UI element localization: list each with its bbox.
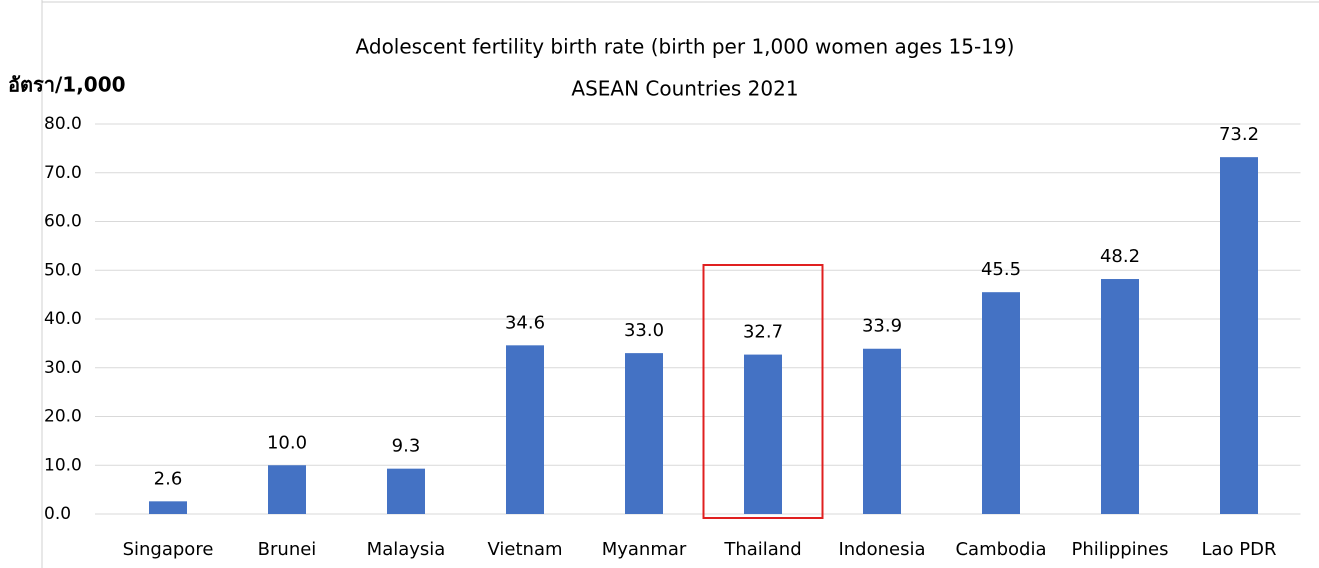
bar bbox=[625, 353, 663, 514]
chart-title: Adolescent fertility birth rate (birth p… bbox=[356, 35, 1015, 59]
value-label: 2.6 bbox=[154, 468, 183, 489]
y-tick-label: 40.0 bbox=[44, 309, 82, 329]
highlight-box bbox=[702, 264, 824, 519]
bar bbox=[863, 348, 901, 514]
bar bbox=[1101, 279, 1139, 514]
bar bbox=[387, 468, 425, 514]
value-label: 33.9 bbox=[862, 316, 902, 337]
y-tick-label: 30.0 bbox=[44, 358, 82, 378]
x-tick-label: Myanmar bbox=[602, 539, 687, 560]
value-label: 32.7 bbox=[743, 322, 783, 343]
y-tick-label: 60.0 bbox=[44, 212, 82, 232]
x-tick-label: Lao PDR bbox=[1201, 539, 1276, 560]
bar bbox=[1220, 157, 1258, 514]
value-label: 10.0 bbox=[267, 432, 307, 453]
y-tick-label: 80.0 bbox=[44, 114, 82, 134]
chart-subtitle: ASEAN Countries 2021 bbox=[571, 77, 798, 101]
x-tick-label: Cambodia bbox=[955, 539, 1046, 560]
y-tick-label: 70.0 bbox=[44, 163, 82, 183]
x-tick-label: Brunei bbox=[258, 539, 317, 560]
x-tick-label: Malaysia bbox=[367, 539, 446, 560]
value-label: 33.0 bbox=[624, 320, 664, 341]
x-tick-label: Vietnam bbox=[487, 539, 562, 560]
value-label: 9.3 bbox=[392, 436, 421, 457]
x-tick-label: Indonesia bbox=[838, 539, 925, 560]
y-tick-label: 20.0 bbox=[44, 407, 82, 427]
value-label: 48.2 bbox=[1100, 246, 1140, 267]
bar bbox=[506, 345, 544, 514]
bar bbox=[149, 501, 187, 514]
value-label: 45.5 bbox=[981, 259, 1021, 280]
bar bbox=[268, 465, 306, 514]
bar bbox=[982, 292, 1020, 514]
y-tick-label: 50.0 bbox=[44, 260, 82, 280]
y-tick-label: 0.0 bbox=[44, 504, 71, 524]
value-label: 34.6 bbox=[505, 312, 545, 333]
y-axis-label: อัตรา/1,000 bbox=[8, 73, 126, 97]
x-tick-label: Thailand bbox=[723, 539, 801, 560]
x-tick-label: Singapore bbox=[123, 539, 214, 560]
value-label: 73.2 bbox=[1219, 124, 1259, 145]
y-tick-label: 10.0 bbox=[44, 455, 82, 475]
x-tick-label: Philippines bbox=[1072, 539, 1169, 560]
bar bbox=[744, 354, 782, 514]
